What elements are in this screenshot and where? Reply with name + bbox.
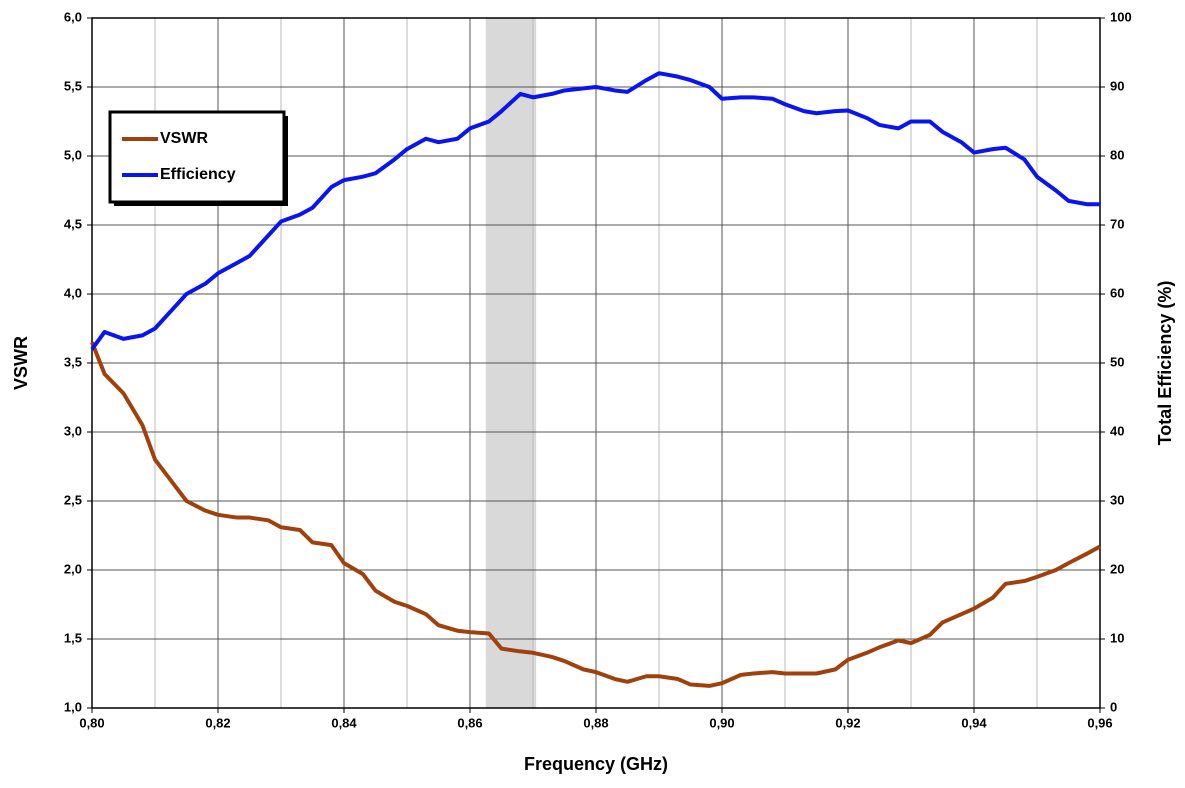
y-axis-title: VSWR <box>11 336 31 390</box>
y-tick-label: 6,0 <box>64 9 82 24</box>
legend-text: Efficiency <box>160 166 236 183</box>
y-tick-label: 1,0 <box>64 699 82 714</box>
y2-tick-label: 10 <box>1110 630 1124 645</box>
series-line <box>90 341 1101 688</box>
y2-tick-label: 30 <box>1110 492 1124 507</box>
plot-frame <box>91 17 1101 709</box>
y2-tick-label: 60 <box>1110 285 1124 300</box>
x-axis-title: Frequency (GHz) <box>524 754 668 774</box>
y-tick-label: 1,5 <box>64 630 82 645</box>
y2-tick-label: 70 <box>1110 216 1124 231</box>
y-tick-label: 3,0 <box>64 423 82 438</box>
y-tick-label: 2,0 <box>64 561 82 576</box>
x-tick-label: 0,94 <box>961 715 987 730</box>
series-line <box>90 71 1100 351</box>
y-tick-label: 4,0 <box>64 285 82 300</box>
y-tick-label: 3,5 <box>64 354 82 369</box>
y2-tick-label: 20 <box>1110 561 1124 576</box>
x-tick-label: 0,82 <box>205 715 230 730</box>
x-tick-label: 0,96 <box>1087 715 1112 730</box>
legend-box <box>108 110 286 204</box>
legend-text: VSWR <box>160 130 208 147</box>
y-tick-label: 4,5 <box>64 216 82 231</box>
x-tick-label: 0,80 <box>79 715 104 730</box>
x-tick-label: 0,84 <box>331 715 357 730</box>
y2-tick-label: 50 <box>1110 354 1124 369</box>
y-tick-label: 5,0 <box>64 147 82 162</box>
y-tick-label: 2,5 <box>64 492 82 507</box>
y2-tick-label: 90 <box>1110 78 1124 93</box>
y2-tick-label: 0 <box>1110 699 1117 714</box>
y2-axis-title: Total Efficiency (%) <box>1155 281 1175 446</box>
y2-tick-label: 80 <box>1110 147 1124 162</box>
y-tick-label: 5,5 <box>64 78 82 93</box>
y2-tick-label: 100 <box>1110 9 1132 24</box>
x-tick-label: 0,90 <box>709 715 734 730</box>
y2-tick-label: 40 <box>1110 423 1124 438</box>
x-tick-label: 0,92 <box>835 715 860 730</box>
x-tick-label: 0,86 <box>457 715 482 730</box>
x-tick-label: 0,88 <box>583 715 608 730</box>
